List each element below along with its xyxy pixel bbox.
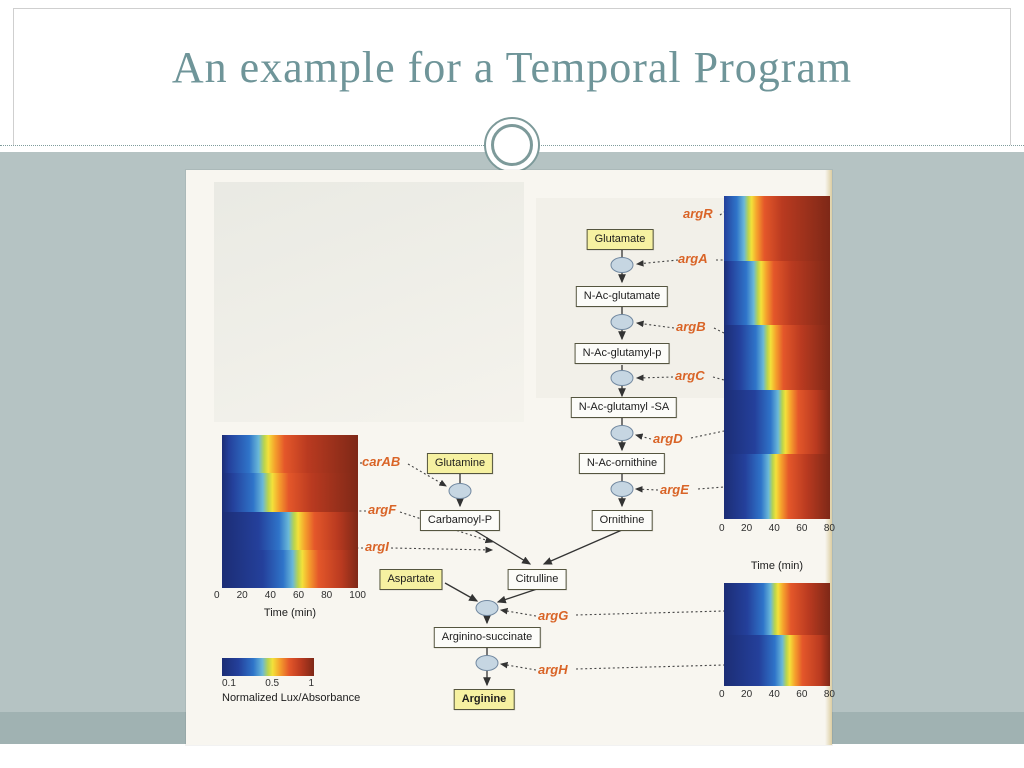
gene-label-argA: argA — [678, 251, 708, 266]
gene-label-argH: argH — [538, 662, 568, 677]
metabolite-box-glutamine: Glutamine — [426, 453, 494, 474]
axis-tick: 60 — [796, 523, 808, 534]
color-scale-label: Normalized Lux/Absorbance — [222, 692, 361, 704]
theme-circle-ornament — [484, 117, 540, 173]
gene-label-argC: argC — [675, 368, 705, 383]
gene-label-argG: argG — [538, 608, 569, 623]
axis-tick: 20 — [741, 523, 753, 534]
gene-label-argR: argR — [683, 206, 713, 221]
right-top-heatmap-axis: 0 20 40 60 80 — [719, 523, 835, 534]
theme-circle-inner — [491, 124, 533, 166]
metabolite-box-n-ac-glutamyl-p: N-Ac-glutamyl-p — [574, 343, 670, 364]
metabolite-box-ornithine: Ornithine — [591, 510, 653, 531]
axis-tick: 20 — [741, 689, 753, 700]
axis-tick: 40 — [768, 523, 780, 534]
axis-tick: 0 — [214, 590, 220, 601]
axis-tick: 60 — [796, 689, 808, 700]
heatmap-left — [222, 435, 358, 588]
metabolite-box-arginine: Arginine — [453, 689, 515, 710]
pathway-figure: Glutamate N-Ac-glutamate N-Ac-glutamyl-p… — [186, 170, 835, 745]
gene-label-argD: argD — [653, 431, 683, 446]
axis-tick: 40 — [768, 689, 780, 700]
gene-label-argB: argB — [676, 319, 706, 334]
metabolite-box-citrulline: Citrulline — [507, 569, 567, 590]
axis-tick: 20 — [236, 590, 248, 601]
metabolite-box-aspartate: Aspartate — [379, 569, 443, 590]
left-heatmap-axis: 0 20 40 60 80 100 — [214, 590, 366, 601]
color-scale-ticks: 0.1 0.5 1 — [222, 678, 314, 689]
axis-tick: 40 — [264, 590, 276, 601]
metabolite-box-n-ac-glutamate: N-Ac-glutamate — [575, 286, 669, 307]
pathway-connectors — [358, 211, 725, 687]
axis-tick: 100 — [349, 590, 366, 601]
footer-strip — [0, 744, 1024, 768]
gene-label-argF: argF — [368, 502, 397, 517]
axis-tick: 80 — [823, 689, 835, 700]
left-time-axis-label: Time (min) — [263, 607, 317, 619]
metabolite-box-arginino-succinate: Arginino-succinate — [433, 627, 541, 648]
slide-header: An example for a Temporal Program — [0, 0, 1024, 152]
scan-artifact — [214, 182, 524, 422]
metabolite-box-glutamate: Glutamate — [586, 229, 654, 250]
gene-label-argE: argE — [660, 482, 689, 497]
gene-label-carAB: carAB — [362, 454, 401, 469]
axis-tick: 80 — [823, 523, 835, 534]
right-time-axis-label: Time (min) — [750, 560, 804, 572]
heatmap-right-bottom — [724, 583, 830, 686]
metabolite-box-carbamoyl-p: Carbamoyl-P — [419, 510, 501, 531]
gene-label-argI: argI — [365, 539, 389, 554]
legend-tick: 0.1 — [222, 678, 236, 689]
heatmap-right-top — [724, 196, 830, 519]
metabolite-box-n-ac-glutamyl-sa: N-Ac-glutamyl -SA — [570, 397, 678, 418]
axis-tick: 80 — [321, 590, 333, 601]
axis-tick: 0 — [719, 523, 725, 534]
legend-tick: 1 — [308, 678, 314, 689]
axis-tick: 0 — [719, 689, 725, 700]
right-bottom-heatmap-axis: 0 20 40 60 80 — [719, 689, 835, 700]
metabolite-box-n-ac-ornithine: N-Ac-ornithine — [578, 453, 666, 474]
enzyme-ellipses — [448, 257, 634, 671]
color-scale-bar — [222, 658, 314, 676]
page-title: An example for a Temporal Program — [171, 43, 853, 92]
header-frame — [13, 8, 1011, 145]
axis-tick: 60 — [292, 590, 305, 601]
legend-tick: 0.5 — [265, 678, 280, 689]
